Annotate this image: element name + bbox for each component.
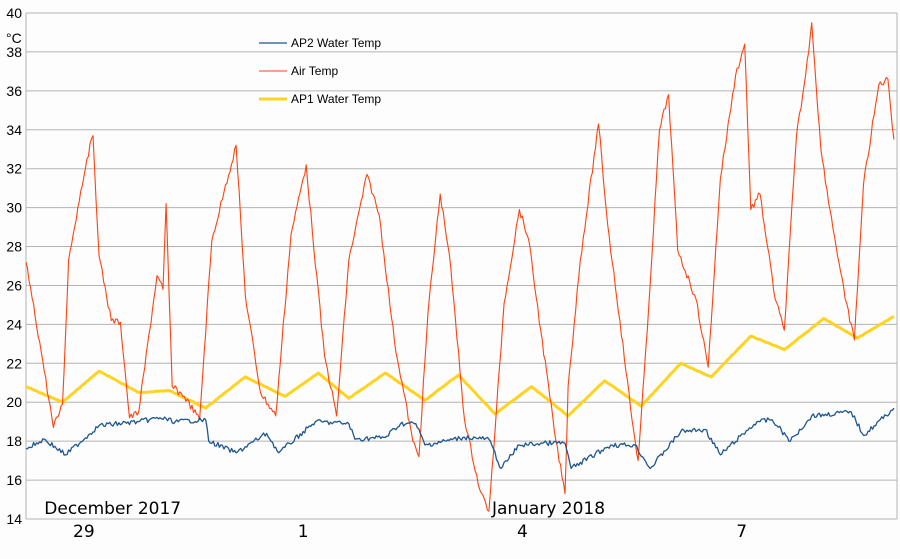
gridlines	[25, 12, 898, 520]
series-line-air-temp	[25, 22, 895, 512]
x-axis-ticks: 29 1 4 7 December 2017 January 2018	[44, 499, 747, 542]
y-tick-label: 20	[6, 394, 22, 410]
y-tick-label: 34	[6, 122, 22, 138]
y-tick-label: 36	[6, 83, 22, 99]
legend-label: Air Temp	[291, 64, 338, 78]
month-label: December 2017	[44, 499, 181, 519]
legend-label: AP2 Water Temp	[291, 36, 381, 50]
x-tick-label: 1	[298, 522, 309, 542]
y-tick-label: 18	[6, 433, 22, 449]
month-label: January 2018	[491, 499, 605, 519]
y-axis-ticks: 14 16 18 20 22 24 26 28 30 32 34 36 38 40	[6, 5, 22, 527]
y-tick-label: 26	[6, 277, 22, 293]
y-tick-label: 38	[6, 44, 22, 60]
legend-item: Air Temp	[259, 64, 338, 78]
series-lines	[25, 22, 895, 512]
y-tick-label: 16	[6, 472, 22, 488]
y-tick-label: 22	[6, 355, 22, 371]
y-axis-unit-label: °C	[6, 30, 22, 46]
x-tick-label: 7	[736, 522, 747, 542]
legend-label: AP1 Water Temp	[291, 92, 381, 106]
x-tick-label: 4	[517, 522, 528, 542]
y-tick-label: 28	[6, 239, 22, 255]
series-line-ap2-water-temp	[25, 407, 895, 470]
y-tick-label: 40	[6, 5, 22, 21]
y-tick-label: 32	[6, 161, 22, 177]
legend: AP2 Water Temp Air Temp AP1 Water Temp	[259, 36, 381, 106]
legend-item: AP1 Water Temp	[259, 92, 381, 106]
y-tick-label: 14	[6, 511, 22, 527]
y-tick-label: 30	[6, 200, 22, 216]
legend-item: AP2 Water Temp	[259, 36, 381, 50]
x-tick-label: 29	[73, 522, 95, 542]
y-tick-label: 24	[6, 316, 22, 332]
